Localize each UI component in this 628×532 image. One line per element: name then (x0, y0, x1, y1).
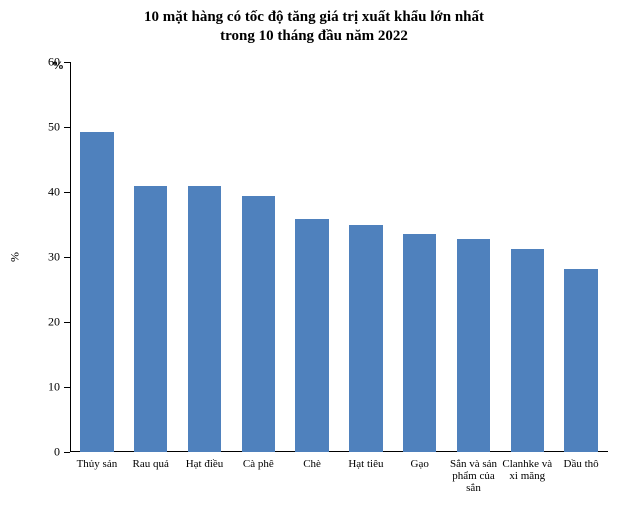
xtick-label: Gạo (391, 458, 449, 470)
bar (188, 186, 221, 453)
ytick-label: 50 (28, 120, 60, 135)
ytick-label: 20 (28, 315, 60, 330)
xtick-label: Chè (283, 458, 341, 470)
export-growth-chart: 10 mặt hàng có tốc độ tăng giá trị xuất … (0, 0, 628, 532)
ytick-mark (64, 257, 70, 258)
xtick-label: Hạt điều (176, 458, 234, 470)
ytick-label: 60 (28, 55, 60, 70)
bar (457, 239, 490, 452)
xtick-label: Dầu thô (552, 458, 610, 470)
ytick-label: 10 (28, 380, 60, 395)
xtick-label: Rau quả (122, 458, 180, 470)
bar (349, 225, 382, 453)
y-axis-label: % (8, 252, 23, 262)
xtick-label: Hạt tiêu (337, 458, 395, 470)
ytick-label: 40 (28, 185, 60, 200)
ytick-label: 0 (28, 445, 60, 460)
bar (295, 219, 328, 452)
xtick-label: Sắn và sản phẩm của sắn (445, 458, 503, 494)
ytick-mark (64, 387, 70, 388)
y-axis-line (70, 62, 71, 452)
bar (80, 132, 113, 452)
ytick-mark (64, 452, 70, 453)
ytick-label: 30 (28, 250, 60, 265)
plot-area: 0102030405060 (70, 62, 608, 452)
bar (511, 249, 544, 452)
bar (242, 196, 275, 452)
bar (403, 234, 436, 452)
ytick-mark (64, 192, 70, 193)
ytick-mark (64, 127, 70, 128)
chart-title: 10 mặt hàng có tốc độ tăng giá trị xuất … (0, 8, 628, 46)
bar (564, 269, 597, 452)
xtick-label: Thủy sản (68, 458, 126, 470)
ytick-mark (64, 62, 70, 63)
ytick-mark (64, 322, 70, 323)
xtick-label: Clanhke và xi măng (498, 458, 556, 482)
bar (134, 186, 167, 453)
xtick-label: Cà phê (229, 458, 287, 470)
